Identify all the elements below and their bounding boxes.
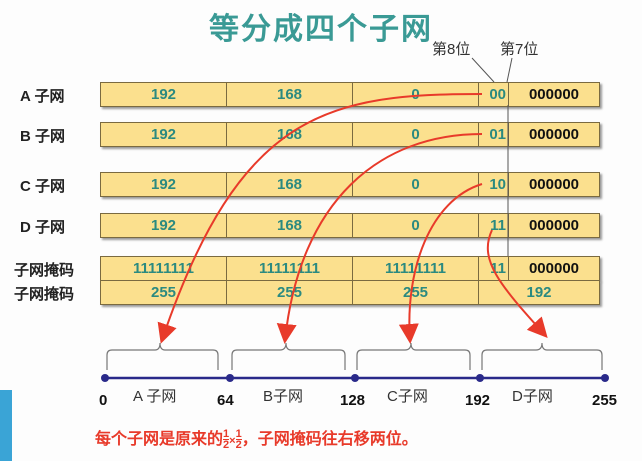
row-label-c: C 子网: [20, 178, 66, 195]
host-bits: 000000: [528, 176, 580, 193]
times: ×: [229, 435, 236, 447]
note-before: 每个子网是原来的: [95, 431, 224, 448]
arrow-a: [157, 93, 483, 344]
octet: 192: [101, 123, 227, 146]
tick-128: 128: [340, 392, 366, 409]
tick-0: 0: [99, 392, 108, 409]
mask-label-decimal: 子网掩码: [14, 286, 75, 303]
segment-c-label: C子网: [387, 388, 428, 405]
subnet-bits: 00: [479, 83, 509, 106]
tick-192: 192: [465, 392, 491, 409]
number-line-dots: [101, 374, 609, 382]
host-bits: 000000: [528, 86, 580, 103]
subnet-b-bar: 192 168 0 01 000000: [100, 122, 600, 147]
mask-rest: 000000: [528, 260, 580, 277]
row-label-b: B 子网: [20, 128, 66, 145]
octet: 192: [101, 173, 227, 196]
denominator: 2: [223, 439, 230, 452]
octet: 168: [227, 173, 353, 196]
bit-pointer-lines: [471, 57, 513, 256]
denominator: 2: [235, 439, 242, 452]
tick-64: 64: [217, 392, 234, 409]
mask-octet: 11111111: [101, 257, 227, 280]
arrow-c: [398, 183, 483, 344]
segment-d-label: D子网: [512, 388, 553, 405]
bit-8-label: 第8位: [432, 41, 471, 58]
footnote: 每个子网是原来的 1 2 × 1 2 ，子网掩码往右移两位。: [95, 425, 418, 452]
mask-decimal: 255: [227, 281, 353, 304]
octet: 0: [353, 214, 479, 237]
bit-7-label: 第7位: [500, 41, 539, 58]
octet: 168: [227, 83, 353, 106]
numerator: 1: [223, 428, 230, 441]
arrow-d: [486, 229, 548, 338]
octet: 168: [227, 214, 353, 237]
braces: [106, 342, 603, 370]
host-bits: 000000: [528, 126, 580, 143]
note-after: ，子网掩码往右移两位。: [241, 431, 418, 448]
mask-decimal: 255: [353, 281, 479, 304]
subnet-d-bar: 192 168 0 11 000000: [100, 213, 600, 238]
page-title: 等分成四个子网: [209, 13, 433, 46]
decorative-edge: [0, 390, 12, 461]
mask-decimal: 255: [101, 281, 227, 304]
tick-255: 255: [592, 392, 618, 409]
row-label-a: A 子网: [20, 88, 65, 105]
red-arrows: [157, 93, 548, 344]
octet: 192: [101, 214, 227, 237]
mask-label-binary: 子网掩码: [14, 262, 75, 279]
host-bits: 000000: [528, 217, 580, 234]
mask-decimal: 192: [526, 284, 552, 301]
row-label-d: D 子网: [20, 219, 66, 236]
segment-a-label: A 子网: [133, 388, 177, 405]
mask-octet: 11111111: [227, 257, 353, 280]
arrow-b: [276, 133, 483, 344]
segment-b-label: B子网: [263, 388, 304, 405]
octet: 192: [101, 83, 227, 106]
numerator: 1: [235, 428, 242, 441]
